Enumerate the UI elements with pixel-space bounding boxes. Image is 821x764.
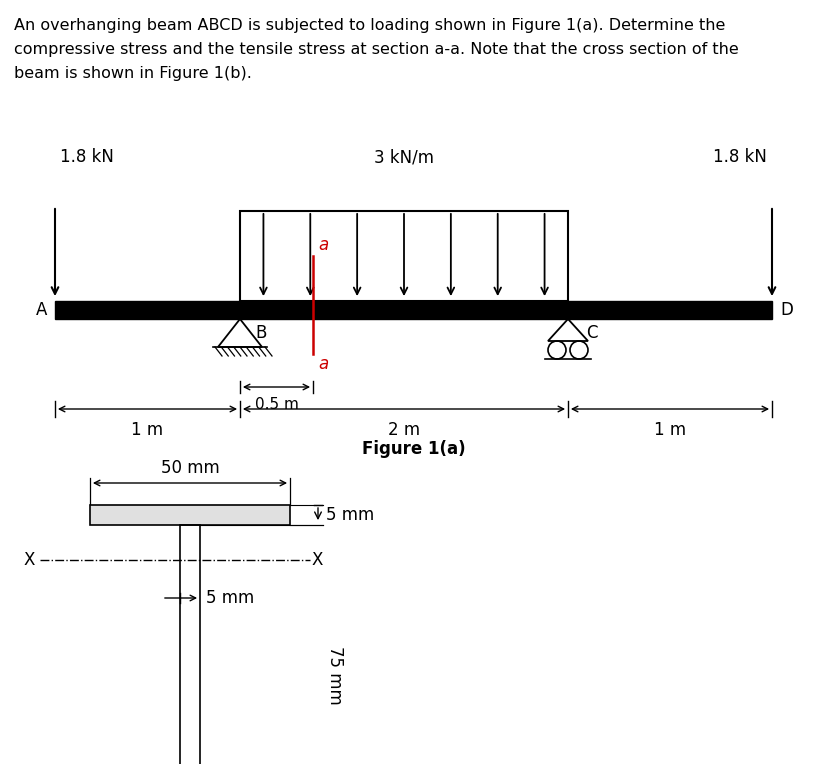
Text: 2 m: 2 m — [388, 421, 420, 439]
Text: A: A — [35, 301, 47, 319]
Text: 50 mm: 50 mm — [161, 459, 219, 477]
Text: X: X — [24, 551, 35, 569]
Text: 5 mm: 5 mm — [326, 506, 374, 524]
Text: X: X — [312, 551, 323, 569]
Text: beam is shown in Figure 1(b).: beam is shown in Figure 1(b). — [14, 66, 252, 81]
Text: 1.8 kN: 1.8 kN — [713, 148, 767, 166]
Text: B: B — [255, 324, 266, 342]
Text: C: C — [586, 324, 598, 342]
Text: 3 kN/m: 3 kN/m — [374, 148, 434, 166]
Bar — [180, 525, 200, 764]
Text: compressive stress and the tensile stress at section a-a. Note that the cross se: compressive stress and the tensile stres… — [14, 42, 739, 57]
Text: Figure 1(a): Figure 1(a) — [362, 440, 466, 458]
Text: 1.8 kN: 1.8 kN — [60, 148, 114, 166]
Text: D: D — [780, 301, 793, 319]
Text: a: a — [318, 355, 328, 373]
Text: 5 mm: 5 mm — [206, 589, 255, 607]
Bar — [240, 211, 568, 301]
Text: 1 m: 1 m — [131, 421, 163, 439]
Text: 0.5 m: 0.5 m — [255, 397, 299, 412]
Text: a: a — [318, 236, 328, 254]
Text: 1 m: 1 m — [654, 421, 686, 439]
Bar — [90, 505, 290, 525]
Bar — [55, 301, 772, 319]
Text: 75 mm: 75 mm — [326, 646, 344, 704]
Text: An overhanging beam ABCD is subjected to loading shown in Figure 1(a). Determine: An overhanging beam ABCD is subjected to… — [14, 18, 726, 33]
